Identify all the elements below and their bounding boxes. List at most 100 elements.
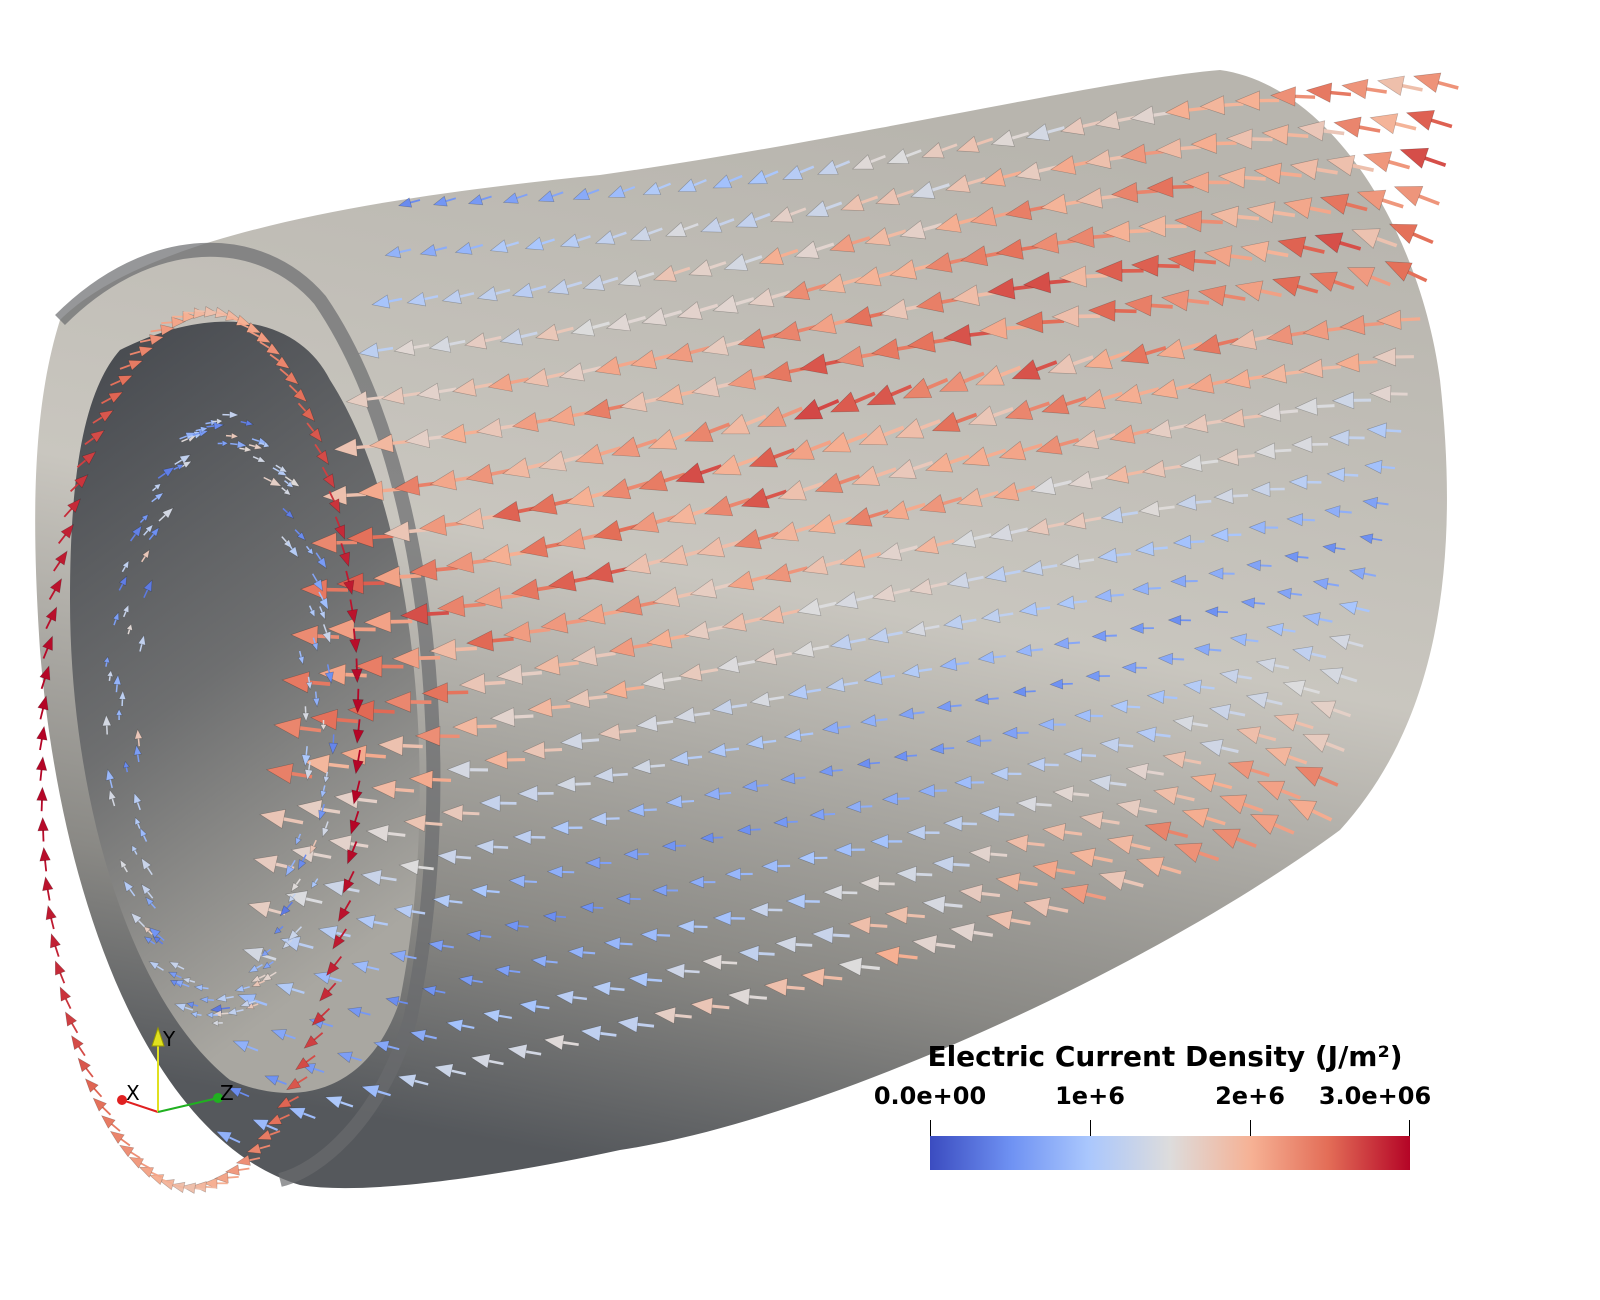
vector-arrow [1319,667,1358,685]
vector-arrow [711,699,748,715]
vector-arrow [617,270,655,287]
vector-arrow [490,707,534,727]
vector-arrow [1077,388,1123,409]
vector-arrow [1144,821,1189,842]
vector-arrow [409,1029,437,1042]
vector-arrow [1255,657,1290,673]
vector-arrow [1104,465,1146,484]
vector-arrow [898,707,925,720]
vector-arrow [951,529,992,548]
vector-arrow [559,233,591,248]
vector-arrow [286,541,299,558]
vector-arrow [1412,72,1459,93]
vector-arrow [502,457,549,479]
vector-arrow [181,977,196,985]
vector-arrow [1288,799,1333,822]
vector-arrow [631,758,666,775]
vector-arrow [84,1078,103,1098]
vector-arrow [284,476,301,488]
vector-arrow [1399,147,1447,169]
vector-arrow [956,135,994,153]
legend-tick-label: 3.0e+06 [1318,1082,1432,1110]
vector-arrow [603,936,633,951]
vector-arrow [1100,506,1139,524]
vector-arrow [888,458,934,479]
vector-arrow [980,608,1014,624]
x-axis-head [117,1095,127,1105]
vector-arrow [745,735,777,750]
vector-arrow [59,986,72,1009]
vector-arrow [1384,261,1428,283]
vector-arrow [1015,311,1065,334]
vector-arrow [496,664,543,685]
vector-arrow [506,1043,542,1060]
vector-arrow [1302,733,1345,753]
vector-arrow [571,646,616,667]
vector-arrow [676,301,719,320]
vector-arrow [318,591,329,611]
vector-arrow [53,550,68,572]
legend-tick-mark [1090,1120,1091,1136]
vector-arrow [35,756,48,781]
vector-arrow [409,558,458,581]
vector-arrow [129,346,154,358]
vector-arrow [286,1076,308,1091]
vector-arrow [995,872,1038,892]
vector-arrow [721,612,764,632]
vector-arrow [1199,95,1244,116]
vector-arrow [998,440,1043,461]
vector-arrow [186,1001,199,1009]
vector-arrow [792,640,829,658]
vector-arrow [118,575,128,591]
vector-arrow [700,832,724,844]
vector-arrow [1146,689,1178,704]
vector-arrow [1328,634,1364,650]
vector-arrow [1341,78,1387,100]
vector-arrow [1192,333,1239,355]
vector-arrow [669,750,703,766]
vector-arrow [310,532,358,554]
vector-arrow [665,342,710,363]
vector-arrow [1335,353,1378,373]
vector-arrow [1120,343,1167,364]
vector-arrow [1213,488,1249,504]
vector-arrow [785,893,820,910]
vector-arrow [1257,780,1301,801]
vector-arrow [653,264,691,282]
vector-arrow [1305,82,1352,103]
vector-arrow [168,961,185,970]
vector-arrow [473,586,523,609]
vector-arrow [215,1131,241,1144]
vector-arrow [630,349,674,370]
vector-arrow [1015,644,1043,657]
vector-arrow [866,384,913,406]
vector-arrow [577,603,625,625]
vector-arrow [570,318,610,337]
vector-arrow [1181,808,1226,828]
vector-arrow [993,482,1036,501]
vector-arrow [1362,496,1389,510]
vector-arrow [899,220,943,240]
vector-arrow [1182,679,1215,694]
vector-arrow [664,963,700,979]
vector-arrow [323,771,330,784]
vector-arrow [579,1025,617,1042]
vector-arrow [139,827,148,842]
vector-arrow [1229,633,1259,647]
vector-arrow [470,884,500,898]
vector-arrow [829,391,876,413]
vector-arrow [279,368,300,385]
vector-arrow [45,904,57,930]
vector-arrow [1026,518,1065,536]
vector-arrow [352,719,365,744]
vector-arrow [190,1011,202,1019]
vector-arrow [931,411,978,432]
vector-arrow [303,754,350,775]
vector-arrow [822,884,858,901]
vector-arrow [938,371,985,392]
vector-arrow [918,784,947,798]
vector-arrow [499,328,538,346]
vector-arrow [206,1011,218,1019]
vector-arrow [968,405,1014,426]
